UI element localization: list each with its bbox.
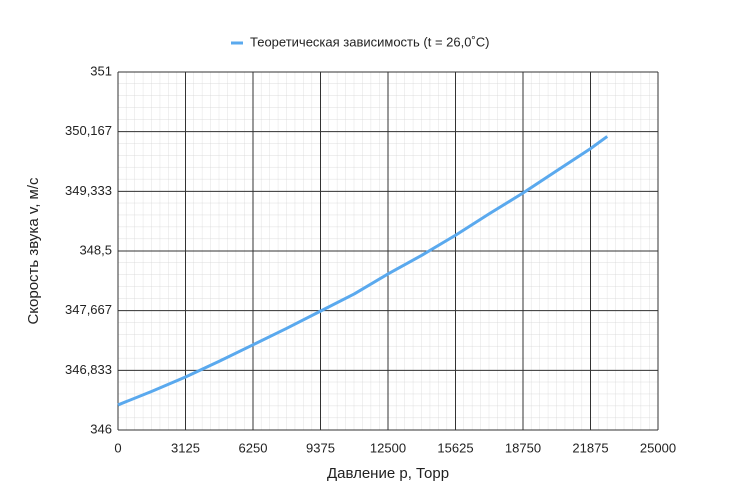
y-tick-label: 351: [90, 63, 112, 78]
x-tick-label: 15625: [437, 440, 473, 455]
y-tick-label: 348,5: [79, 242, 112, 257]
y-tick-label: 346: [90, 421, 112, 436]
y-tick-label: 350,167: [65, 123, 112, 138]
x-tick-label: 0: [114, 440, 121, 455]
grid: [117, 71, 659, 431]
x-tick-label: 25000: [640, 440, 676, 455]
marks: [117, 135, 609, 407]
legend-label: Теоретическая зависимость (t = 26,0˚C): [250, 34, 490, 49]
x-tick-label: 18750: [505, 440, 541, 455]
y-axis-label: Скорость звука v, м/с: [25, 177, 42, 325]
x-tick-label: 6250: [239, 440, 268, 455]
x-tick-label: 9375: [306, 440, 335, 455]
legend: Теоретическая зависимость (t = 26,0˚C): [231, 34, 490, 49]
x-tick-label: 12500: [370, 440, 406, 455]
y-tick-label: 349,333: [65, 183, 112, 198]
x-tick-label: 21875: [572, 440, 608, 455]
line-series: [117, 135, 609, 407]
y-tick-label: 347,667: [65, 302, 112, 317]
x-axis-label: Давление p, Торр: [327, 465, 449, 482]
x-tick-label: 3125: [171, 440, 200, 455]
y-tick-label: 346,833: [65, 362, 112, 377]
